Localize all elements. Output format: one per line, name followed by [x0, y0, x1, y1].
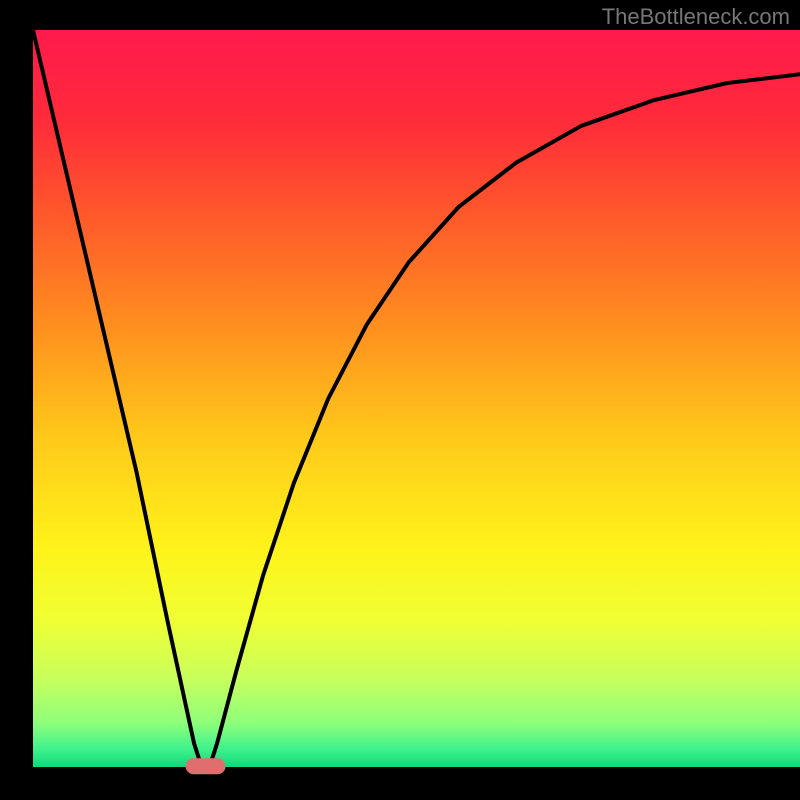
- minimum-marker: [186, 758, 226, 774]
- svg-layer: [0, 0, 800, 800]
- watermark-text: TheBottleneck.com: [602, 4, 790, 30]
- bottleneck-curve: [33, 30, 800, 767]
- chart-container: TheBottleneck.com: [0, 0, 800, 800]
